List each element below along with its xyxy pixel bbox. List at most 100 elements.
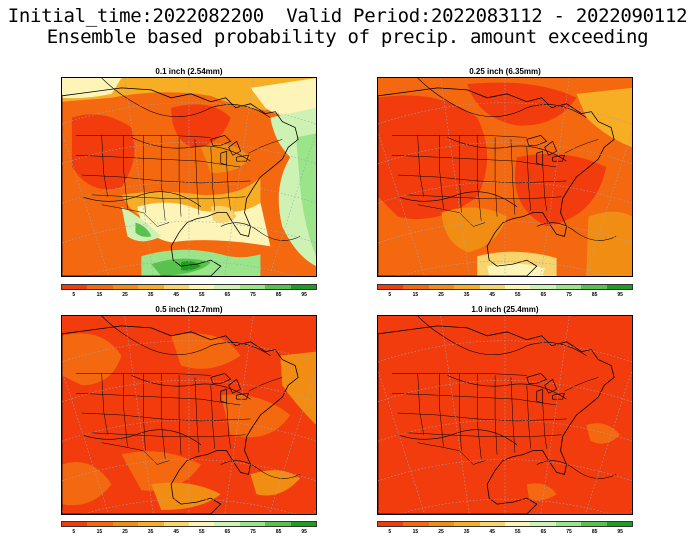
boundary-line bbox=[564, 139, 599, 154]
colorbar-label: 75 bbox=[566, 292, 572, 298]
probability-region bbox=[441, 207, 507, 253]
colorbar-strip bbox=[377, 521, 633, 527]
colorbar-label: 45 bbox=[489, 292, 495, 298]
colorbar-swatch bbox=[265, 522, 291, 526]
boundary-line bbox=[178, 137, 182, 217]
colorbar-label: 95 bbox=[617, 529, 623, 535]
colorbar-label: 45 bbox=[489, 529, 495, 535]
great-lake bbox=[552, 154, 566, 162]
colorbar-label: 85 bbox=[591, 529, 598, 535]
boundary-line bbox=[178, 375, 182, 455]
colorbar-swatch bbox=[479, 285, 506, 289]
probability-region bbox=[62, 333, 122, 386]
boundary-line bbox=[417, 135, 424, 197]
great-lake bbox=[526, 373, 548, 384]
probability-region bbox=[181, 260, 201, 271]
boundary-line bbox=[417, 442, 486, 465]
boundary-line bbox=[417, 204, 486, 227]
probability-fill bbox=[62, 78, 316, 276]
colorbar-label: 15 bbox=[412, 292, 419, 298]
colorbar-label: 65 bbox=[224, 529, 231, 535]
great-lake bbox=[526, 135, 548, 146]
colorbar-label: 75 bbox=[250, 292, 256, 298]
map-canvas bbox=[378, 316, 632, 514]
colorbar-swatch bbox=[505, 285, 531, 289]
colorbar-label: 95 bbox=[301, 529, 307, 535]
boundary-line bbox=[194, 377, 200, 453]
coastline bbox=[62, 325, 299, 514]
boundary-line bbox=[459, 135, 462, 213]
probability-region bbox=[296, 133, 316, 257]
lat-lon-graticule bbox=[62, 316, 316, 514]
colorbar-swatch bbox=[163, 285, 190, 289]
colorbar-label: 15 bbox=[96, 292, 103, 298]
probability-region bbox=[514, 153, 607, 227]
colorbar-0.25-inch: 5 15 25 35 45 55 65 75 85 95 bbox=[377, 284, 633, 302]
boundary-line bbox=[81, 412, 251, 422]
panel-title-1.0-inch: 1.0 inch (25.4mm) bbox=[471, 305, 539, 314]
probability-region bbox=[151, 482, 221, 511]
colorbar-label: 5 bbox=[388, 529, 392, 535]
colorbar-swatch bbox=[290, 522, 317, 526]
colorbar-swatch bbox=[138, 285, 164, 289]
colorbar-swatch bbox=[403, 285, 429, 289]
boundary-line bbox=[391, 392, 557, 406]
boundary-line bbox=[397, 412, 567, 422]
colorbar-label: 25 bbox=[438, 292, 444, 298]
boundary-line bbox=[391, 373, 527, 376]
map-geography bbox=[62, 87, 299, 276]
colorbar-label: 55 bbox=[199, 529, 205, 535]
colorbar-strip bbox=[61, 284, 317, 290]
colorbar-strip bbox=[61, 521, 317, 527]
boundary-line bbox=[210, 385, 216, 449]
boundary-line bbox=[123, 373, 128, 447]
colorbar-label: 65 bbox=[540, 529, 547, 535]
probability-region bbox=[200, 144, 251, 174]
boundary-line bbox=[194, 139, 200, 215]
colorbar-swatch bbox=[239, 285, 266, 289]
colorbar-0.1-inch: 5 15 25 35 45 55 65 75 85 95 bbox=[61, 284, 317, 302]
boundary-line bbox=[526, 147, 532, 211]
probability-region bbox=[457, 231, 482, 247]
boundary-line bbox=[101, 373, 108, 435]
colorbar-swatch bbox=[378, 522, 404, 526]
colorbar-label: 5 bbox=[388, 292, 392, 298]
probability-region bbox=[121, 206, 162, 242]
colorbar-label: 25 bbox=[122, 529, 128, 535]
boundary-line bbox=[75, 135, 211, 138]
colorbar-label: 25 bbox=[122, 292, 128, 298]
colorbar-label: 55 bbox=[515, 292, 521, 298]
colorbar-swatch bbox=[606, 522, 633, 526]
probability-map-0.25-inch bbox=[377, 77, 633, 277]
colorbar-1.0-inch: 5 15 25 35 45 55 65 75 85 95 bbox=[377, 521, 633, 539]
colorbar-swatch bbox=[87, 522, 113, 526]
boundary-line bbox=[439, 373, 444, 447]
boundary-line bbox=[81, 174, 251, 184]
map-geography bbox=[62, 325, 299, 514]
probability-region bbox=[62, 78, 316, 111]
great-lake bbox=[544, 140, 558, 156]
great-lake bbox=[228, 140, 242, 156]
great-lake bbox=[236, 392, 250, 400]
header-time-line: Initial_time:2022082200 Valid Period:202… bbox=[7, 5, 688, 27]
boundary-line bbox=[494, 375, 498, 455]
colorbar-strip bbox=[377, 284, 633, 290]
colorbar-label: 15 bbox=[96, 529, 103, 535]
boundary-line bbox=[407, 432, 562, 438]
boundary-line bbox=[143, 373, 146, 451]
map-geography bbox=[378, 87, 615, 276]
probability-region bbox=[121, 451, 201, 491]
colorbar-label: 75 bbox=[250, 529, 256, 535]
colorbar-swatch bbox=[403, 522, 429, 526]
map-canvas bbox=[62, 78, 316, 276]
lat-lon-graticule bbox=[378, 316, 632, 514]
colorbar-label: 95 bbox=[301, 292, 307, 298]
boundary-line bbox=[494, 137, 498, 217]
boundary-line bbox=[101, 204, 170, 227]
great-lake bbox=[210, 373, 232, 384]
colorbar-label: 35 bbox=[463, 292, 470, 298]
colorbar-label: 5 bbox=[72, 292, 76, 298]
colorbar-label: 35 bbox=[147, 529, 154, 535]
colorbar-swatch bbox=[112, 522, 139, 526]
great-lake bbox=[544, 378, 558, 394]
